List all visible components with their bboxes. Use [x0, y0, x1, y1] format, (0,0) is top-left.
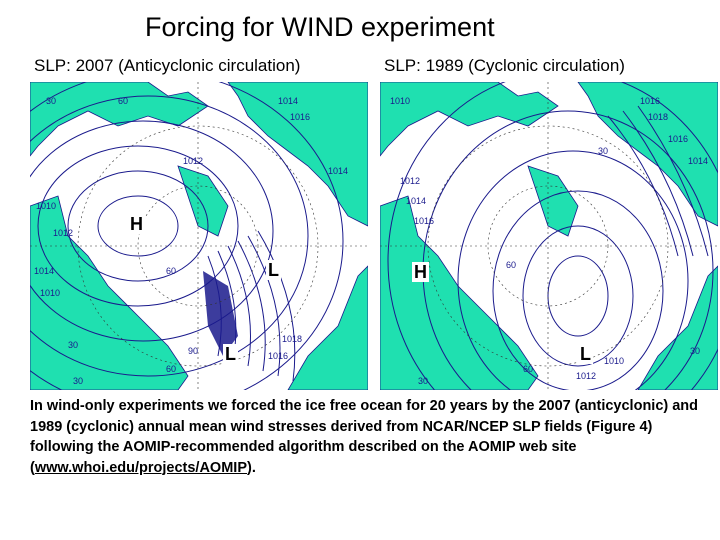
contour-value: 1012 [183, 156, 204, 166]
description-text: In wind-only experiments we forced the i… [30, 396, 700, 478]
high-pressure-label: H [128, 214, 145, 234]
low-pressure-label: L [223, 344, 238, 364]
contour-value: 1016 [268, 351, 289, 361]
contour-value: 1016 [640, 96, 661, 106]
contour-value: 60 [166, 266, 177, 276]
contour-value: 1014 [328, 166, 349, 176]
lat-lon-grid [30, 82, 368, 390]
landmass-shapes [30, 82, 368, 390]
contour-value: 1010 [40, 288, 61, 298]
description-end: ). [247, 459, 256, 476]
low-pressure-label: L [578, 344, 593, 364]
contour-value: 30 [598, 146, 609, 156]
contour-value: 30 [73, 376, 84, 386]
contour-value: 30 [46, 96, 57, 106]
contour-value: 1010 [390, 96, 411, 106]
slp-2007-map [30, 82, 368, 390]
contour-value: 1010 [36, 201, 57, 211]
contour-value: 60 [118, 96, 129, 106]
contour-value: 1012 [53, 228, 74, 238]
contour-value: 30 [418, 376, 429, 386]
contour-value: 1016 [414, 216, 435, 226]
contour-value: 1014 [34, 266, 55, 276]
contour-value: 1018 [648, 112, 669, 122]
high-pressure-label: H [412, 262, 429, 282]
contour-value: 1010 [604, 356, 625, 366]
contour-value: 1014 [406, 196, 427, 206]
contour-value: 90 [188, 346, 199, 356]
slide-title: Forcing for WIND experiment [145, 12, 495, 42]
low-pressure-label: L [266, 260, 281, 280]
contour-value: 1016 [290, 112, 311, 122]
panel-caption: SLP: 2007 (Anticyclonic circulation) [32, 56, 307, 76]
slp-1989-map [380, 82, 718, 390]
aomip-link[interactable]: www.whoi.edu/projects/AOMIP [34, 459, 247, 476]
low-pressure-core [203, 271, 238, 356]
contour-value: 30 [68, 340, 79, 350]
contour-value: 30 [690, 346, 701, 356]
contour-value: 1018 [282, 334, 303, 344]
contour-value: 1012 [576, 371, 597, 381]
contour-value: 60 [166, 364, 177, 374]
slp-2007-map-panel: SLP: 2007 (Anticyclonic circulation) H L… [28, 56, 370, 392]
contour-value: 1012 [400, 176, 421, 186]
contour-value: 60 [506, 260, 517, 270]
panel-caption: SLP: 1989 (Cyclonic circulation) [382, 56, 631, 76]
contour-value: 60 [523, 364, 534, 374]
isobar-contours [30, 82, 344, 390]
slp-1989-map-panel: SLP: 1989 (Cyclonic circulation) H L 101… [378, 56, 720, 392]
lat-lon-grid [380, 82, 718, 390]
contour-value: 1014 [278, 96, 299, 106]
contour-value: 1014 [688, 156, 709, 166]
contour-value: 1016 [668, 134, 689, 144]
description-body: In wind-only experiments we forced the i… [30, 398, 699, 476]
landmass-shapes [380, 82, 718, 390]
